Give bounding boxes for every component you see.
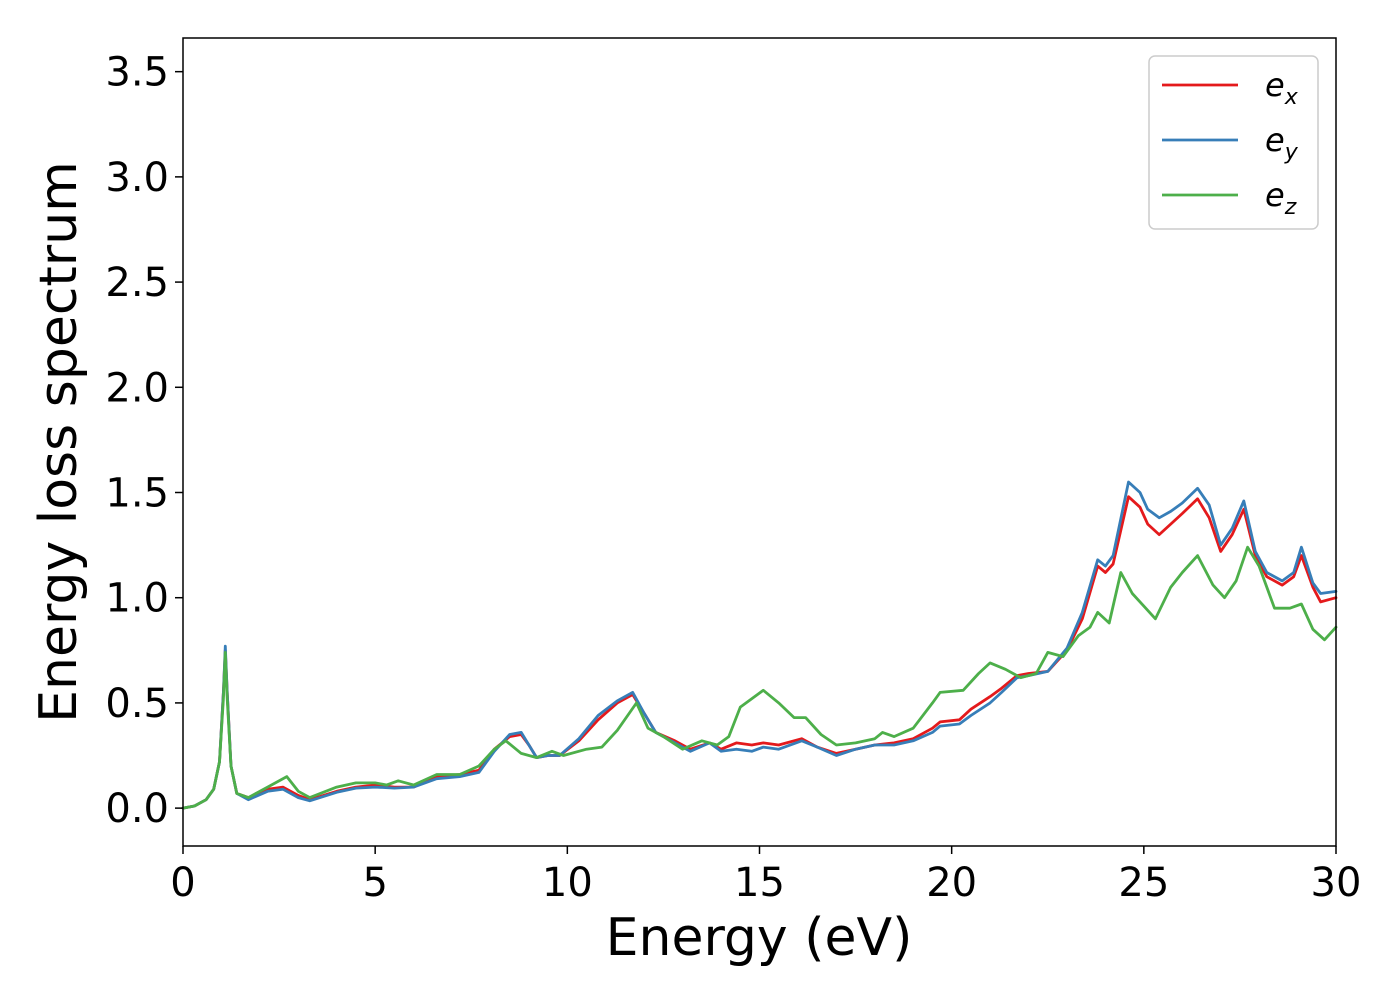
x-axis-label: Energy (eV)	[606, 908, 913, 968]
y-axis-label: Energy loss spectrum	[29, 161, 89, 723]
y-tick-label: 0.0	[105, 786, 169, 832]
legend-label-sub: y	[1284, 140, 1299, 165]
y-tick-label: 1.5	[105, 471, 169, 517]
legend-label-sub: z	[1284, 195, 1297, 220]
legend-label-ex: ex	[1265, 66, 1299, 110]
y-tick-label: 2.5	[105, 260, 169, 306]
series-layer	[181, 480, 1338, 810]
legend-box	[1148, 55, 1319, 230]
legend-label-base: e	[1265, 66, 1285, 104]
x-tick-label: 20	[926, 860, 977, 906]
series-line-e-y	[181, 480, 1338, 810]
x-tick-label: 15	[734, 860, 785, 906]
y-tick-label: 2.0	[105, 365, 169, 411]
y-tick-label: 0.5	[105, 681, 169, 727]
y-axis: 0.0 0.5 1.0 1.5 2.0 2.5 3.0 3.5	[105, 50, 183, 832]
x-tick-label: 5	[362, 860, 387, 906]
legend-label-sub: x	[1284, 85, 1299, 110]
legend-label-base: e	[1265, 176, 1285, 214]
x-tick-label: 0	[170, 860, 195, 906]
legend-label-ez: ez	[1265, 176, 1297, 220]
x-tick-label: 10	[542, 860, 593, 906]
series-line-e-z	[181, 545, 1338, 810]
x-axis: 0 5 10 15 20 25 30	[170, 846, 1361, 906]
y-tick-label: 1.0	[105, 576, 169, 622]
legend-label-ey: ey	[1265, 121, 1299, 165]
legend-label-base: e	[1265, 121, 1285, 159]
x-tick-label: 30	[1311, 860, 1362, 906]
x-tick-label: 25	[1118, 860, 1169, 906]
plot-area	[183, 38, 1336, 846]
y-tick-label: 3.0	[105, 155, 169, 201]
y-tick-label: 3.5	[105, 50, 169, 96]
